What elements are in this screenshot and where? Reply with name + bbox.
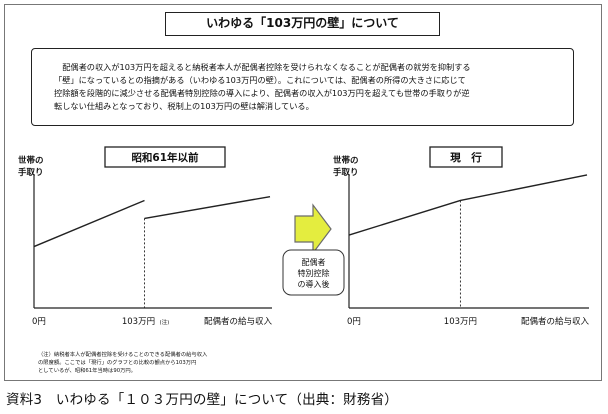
chart1-x-tick-label-1: 0円 [32, 317, 46, 327]
transition-label-line-2: 特別控除 [298, 268, 330, 278]
transition-label-line-3: の導入後 [298, 279, 330, 289]
chart1-ylabel-line-2: 手取り [18, 167, 44, 178]
chart2-title-box [429, 146, 503, 168]
footnote-line-2: の限度額。ここでは「現行」のグラフとの比較の観点から103万円 [38, 360, 197, 366]
transition-label-box [282, 249, 345, 296]
description-box: 配偶者の収入が103万円を超えると納税者本人が配偶者控除を受けられなくなることが… [31, 48, 574, 126]
chart2-ylabel-line-1: 世帯の [333, 155, 359, 166]
chart1-x-tick-note: (注) [159, 318, 169, 326]
figure-caption: 資料3 いわゆる「１０３万円の壁」について（出典：財務省） [6, 392, 398, 408]
transition-label-line-1: 配偶者 [302, 257, 326, 267]
chart1-ylabel-line-1: 世帯の [18, 155, 44, 166]
footnote-line-1: （注）納税者本人が配偶者控除を受けることのできる配偶者の給与収入 [38, 352, 208, 358]
chart2-x-tick-label-1: 0円 [347, 317, 361, 327]
chart2-ylabel-line-2: 手取り [333, 167, 359, 178]
description-line-3: 控除額を段階的に減少させる配偶者特別控除の導入により、配偶者の収入が103万円を… [54, 88, 470, 98]
figure-title: いわゆる「103万円の壁」について [165, 12, 440, 36]
description-line-1: 配偶者の収入が103万円を超えると納税者本人が配偶者控除を受けられなくなることが… [62, 62, 471, 72]
description-line-2: 「壁」になっているとの指摘がある（いわゆる103万円の壁）。これについては、配偶… [54, 75, 466, 85]
footnote-line-3: としているが、昭和61年当時は90万円。 [38, 368, 136, 374]
chart1-xlabel: 配偶者の給与収入 [204, 316, 273, 327]
chart2-x-tick-label-2: 103万円 [444, 317, 477, 327]
chart1-title-box [104, 146, 226, 168]
footnote: （注）納税者本人が配偶者控除を受けることのできる配偶者の給与収入 の限度額。ここ… [38, 351, 318, 375]
chart2-series-segment-1 [348, 174, 588, 236]
chart2-title: 現 行 [450, 151, 482, 164]
transition-arrow-icon [294, 203, 332, 255]
chart1-title: 昭和61年以前 [131, 151, 199, 164]
description-line-4: 転しない仕組みとなっており、税制上の103万円の壁は解消している。 [54, 101, 314, 111]
chart1-x-tick-label-2: 103万円 [122, 317, 155, 327]
chart2-xlabel: 配偶者の給与収入 [521, 316, 590, 327]
chart1-series-segment-1 [33, 199, 145, 248]
chart1-series-segment-2 [144, 195, 271, 220]
